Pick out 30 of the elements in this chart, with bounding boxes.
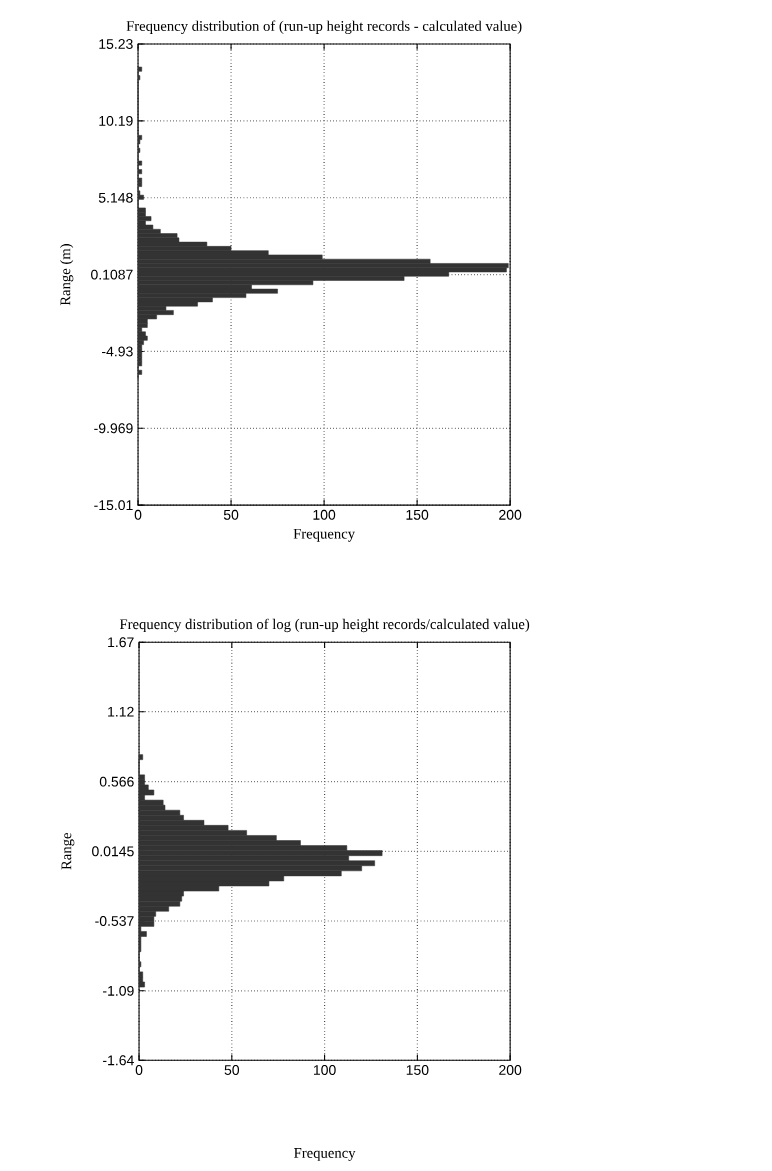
x-tick-label: 50	[223, 509, 239, 520]
y-axis-title: Range (m)	[59, 244, 74, 306]
y-tick-label: -9.969	[94, 423, 133, 434]
y-axis-title: Range	[61, 833, 75, 870]
y-tick-label: -15.01	[94, 500, 133, 511]
y-tick-label: -1.64	[102, 1055, 134, 1066]
y-tick-label: 1.12	[108, 706, 134, 717]
x-tick-label: 150	[406, 509, 429, 520]
x-tick-label: 200	[499, 509, 522, 520]
y-tick-label: -1.09	[102, 985, 134, 996]
y-tick-label: 15.23	[99, 39, 133, 49]
x-tick-label: 200	[499, 1065, 522, 1075]
x-tick-label: 0	[135, 1065, 143, 1075]
chart-title: Frequency distribution of (run-up height records - calculated value)	[126, 20, 522, 34]
y-tick-label: 0.1087	[90, 269, 133, 280]
y-tick-label: -0.537	[95, 916, 134, 926]
x-axis-title: Frequency	[293, 1148, 356, 1161]
y-tick-label: -4.93	[101, 346, 133, 357]
x-tick-label: 150	[406, 1065, 429, 1075]
x-tick-label: 100	[313, 509, 336, 520]
chart-title: Frequency distribution of log (run-up height records/calculated value)	[119, 618, 530, 633]
x-tick-label: 50	[224, 1065, 239, 1075]
y-tick-label: 10.19	[99, 115, 133, 126]
x-tick-label: 100	[313, 1065, 336, 1075]
y-tick-label: 5.148	[98, 192, 133, 203]
y-tick-label: 0.566	[99, 776, 134, 787]
x-tick-label: 0	[134, 509, 142, 520]
y-tick-label: 0.0145	[91, 846, 134, 857]
x-axis-title: Frequency	[293, 528, 355, 542]
y-tick-label: 1.67	[108, 637, 134, 648]
